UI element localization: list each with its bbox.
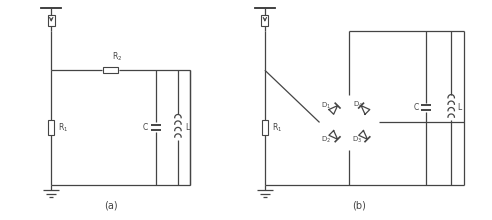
Text: D$_4$: D$_4$ — [353, 100, 364, 110]
Text: R$_2$: R$_2$ — [112, 51, 123, 63]
Text: C: C — [414, 103, 419, 112]
Text: D$_3$: D$_3$ — [352, 135, 362, 145]
Text: D$_2$: D$_2$ — [321, 135, 331, 145]
Text: L: L — [185, 123, 189, 132]
Text: D$_1$: D$_1$ — [321, 101, 331, 111]
Text: R$_1$: R$_1$ — [272, 121, 282, 134]
Bar — [262, 120, 268, 135]
Bar — [48, 120, 54, 135]
Text: (b): (b) — [352, 200, 366, 210]
Bar — [103, 67, 118, 73]
Text: R$_1$: R$_1$ — [58, 121, 68, 134]
Text: L: L — [458, 103, 462, 112]
Bar — [48, 15, 55, 26]
Text: (a): (a) — [104, 200, 118, 210]
Bar — [261, 15, 268, 26]
Text: C: C — [142, 123, 148, 132]
